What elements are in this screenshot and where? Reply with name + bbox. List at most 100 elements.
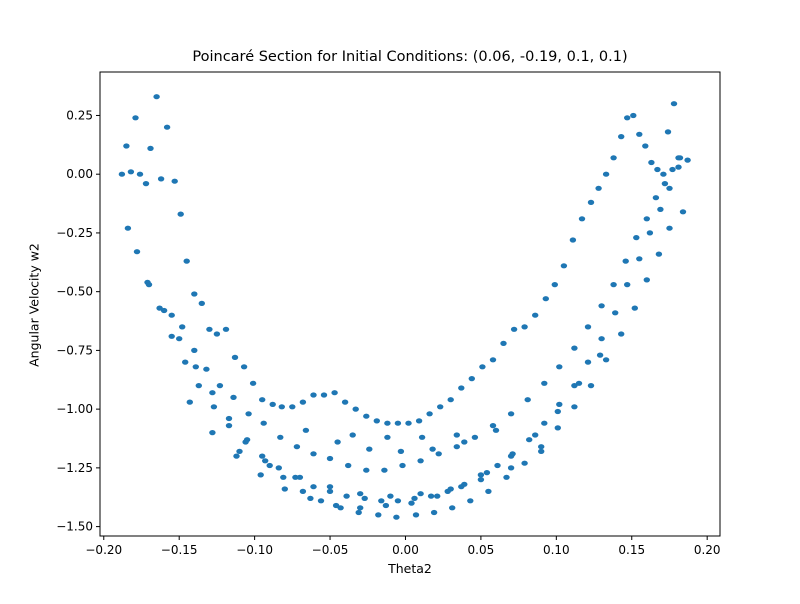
data-point xyxy=(186,399,193,405)
y-tick-label: 0.25 xyxy=(66,108,93,122)
data-point xyxy=(259,453,266,459)
data-point xyxy=(598,336,605,342)
data-point xyxy=(345,462,352,469)
data-point xyxy=(427,493,435,499)
data-point xyxy=(384,434,391,440)
data-point xyxy=(397,448,405,454)
data-point xyxy=(510,326,518,332)
data-point xyxy=(584,359,592,365)
data-point xyxy=(661,181,669,187)
data-point xyxy=(458,385,465,391)
data-point xyxy=(630,112,637,119)
data-point xyxy=(610,282,617,288)
data-point xyxy=(471,434,479,440)
data-point xyxy=(610,155,617,161)
data-point xyxy=(240,364,248,370)
data-point xyxy=(147,145,154,151)
data-point xyxy=(521,324,528,330)
data-point xyxy=(633,235,640,241)
x-axis-label: Theta2 xyxy=(388,561,432,576)
data-point xyxy=(375,512,382,518)
data-point xyxy=(384,420,391,426)
data-point xyxy=(434,493,441,499)
data-point xyxy=(378,498,385,504)
data-point xyxy=(310,392,317,398)
data-point xyxy=(176,336,183,342)
data-point xyxy=(209,390,216,396)
data-point xyxy=(262,458,269,464)
data-point xyxy=(192,364,199,370)
data-point xyxy=(664,129,672,135)
data-point xyxy=(260,420,267,426)
data-point xyxy=(666,225,673,231)
data-point xyxy=(394,498,402,504)
data-point xyxy=(500,340,507,346)
data-point xyxy=(624,282,631,288)
data-point xyxy=(542,296,549,302)
data-point xyxy=(317,498,325,504)
data-point xyxy=(646,230,654,236)
data-point xyxy=(243,437,251,443)
data-point xyxy=(387,493,394,499)
data-point xyxy=(648,159,655,166)
data-point xyxy=(453,444,460,450)
data-point xyxy=(198,300,205,306)
data-point xyxy=(447,397,454,403)
data-point xyxy=(269,401,276,407)
x-tick-label: 0.10 xyxy=(543,543,570,557)
data-point xyxy=(195,383,202,389)
data-point xyxy=(477,472,485,478)
data-point xyxy=(652,195,660,201)
data-point xyxy=(216,383,224,389)
data-point xyxy=(326,484,334,490)
data-point xyxy=(507,453,515,459)
data-point xyxy=(307,495,314,501)
data-point xyxy=(411,495,418,501)
data-point xyxy=(556,364,563,370)
data-point xyxy=(332,502,340,509)
data-point xyxy=(124,225,132,231)
data-point xyxy=(598,303,605,309)
x-tick-label: 0.05 xyxy=(468,543,495,557)
data-point xyxy=(280,474,287,480)
data-point xyxy=(399,462,406,469)
data-point xyxy=(584,324,592,330)
data-point xyxy=(225,423,233,429)
data-point xyxy=(209,430,216,436)
data-point xyxy=(489,357,497,363)
data-point xyxy=(587,383,595,389)
data-point xyxy=(357,505,364,511)
data-point xyxy=(231,354,239,360)
x-tick-label: −0.10 xyxy=(236,543,273,557)
data-point xyxy=(507,465,515,471)
data-point xyxy=(357,491,364,497)
plot-frame xyxy=(99,71,721,537)
data-point xyxy=(435,451,442,457)
data-point xyxy=(373,418,380,424)
data-point xyxy=(381,467,388,473)
data-points xyxy=(118,94,691,520)
data-point xyxy=(569,237,577,243)
data-point xyxy=(171,178,178,184)
data-point xyxy=(418,434,426,440)
data-point xyxy=(299,488,307,494)
data-point xyxy=(417,458,424,464)
x-tick-label: 0.00 xyxy=(392,543,419,557)
data-point xyxy=(133,249,141,255)
data-point xyxy=(326,455,334,462)
data-point xyxy=(618,134,625,140)
data-point xyxy=(489,423,497,429)
y-tick-label: −1.50 xyxy=(56,520,93,534)
data-point xyxy=(461,439,468,445)
data-point xyxy=(179,324,186,330)
data-point xyxy=(206,326,213,332)
data-point xyxy=(415,418,423,424)
data-point xyxy=(156,305,163,311)
data-point xyxy=(163,124,171,130)
data-point xyxy=(532,432,539,438)
x-tick-label: 0.15 xyxy=(618,543,645,557)
data-point xyxy=(363,413,370,419)
data-point xyxy=(326,488,334,494)
data-point xyxy=(587,199,595,205)
data-point xyxy=(302,427,310,433)
